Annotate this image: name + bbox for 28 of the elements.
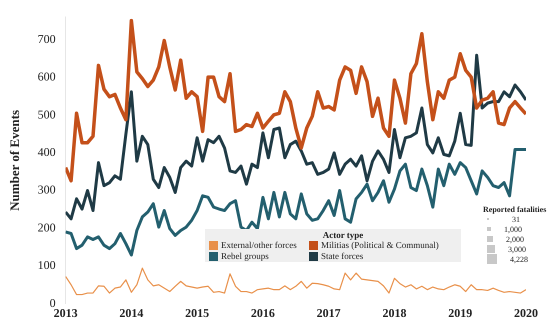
legend-label: Rebel groups [221, 251, 269, 261]
x-tick-label: 2014 [119, 306, 144, 320]
x-tick-label: 2020 [514, 306, 538, 320]
annotation: 3,000 [507, 244, 526, 254]
legend-title: Actor type [322, 230, 364, 240]
y-axis-title: Number of Events [7, 110, 22, 211]
annotation: 2,000 [505, 234, 524, 244]
x-tick-label: 2019 [448, 306, 472, 320]
y-tick-label: 600 [38, 70, 56, 84]
annotation: 31 [511, 214, 520, 224]
x-tick-label: 2018 [382, 306, 406, 320]
y-tick-label: 300 [38, 182, 56, 197]
annotation: 1,000 [503, 224, 522, 234]
legend-label: Militias (Political & Communal) [321, 240, 439, 250]
y-tick-label: 200 [38, 220, 56, 234]
x-tick-label: 2017 [316, 306, 341, 320]
y-tick-label: 400 [38, 145, 56, 160]
y-tick-label: 100 [38, 258, 56, 272]
x-tick-label: 2016 [250, 306, 275, 320]
legend-label: State forces [321, 251, 364, 261]
annotation: 4,228 [509, 254, 528, 264]
y-tick-label: 700 [38, 32, 56, 46]
annotation: Reported fatalities [483, 205, 548, 214]
y-tick-label: 0 [50, 296, 56, 310]
x-tick-label: 2015 [185, 306, 210, 320]
legend-label: External/other forces [221, 240, 297, 250]
y-tick-label: 500 [38, 107, 56, 122]
x-tick-label: 2013 [54, 306, 78, 320]
